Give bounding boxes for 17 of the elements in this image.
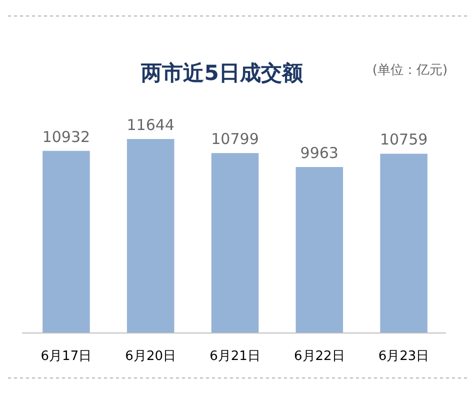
bar (296, 167, 344, 333)
bar (126, 139, 174, 333)
x-tick-label: 6月21日 (210, 349, 260, 364)
data-label: 10932 (42, 128, 90, 146)
chart-title: 两市近5日成交额 (140, 61, 304, 85)
data-label: 10799 (211, 130, 259, 148)
bar (42, 150, 90, 333)
data-label: 9963 (300, 144, 338, 162)
x-tick-label: 6月20日 (125, 349, 176, 364)
x-tick-label: 6月17日 (40, 349, 92, 364)
bar (211, 153, 259, 333)
x-tick-label: 6月22日 (294, 349, 345, 364)
bar (380, 154, 428, 333)
data-label: 11644 (126, 116, 174, 134)
x-tick-label: 6月23日 (378, 349, 430, 364)
text: (单位：亿元) (372, 63, 448, 78)
data-label: 10759 (380, 130, 428, 149)
